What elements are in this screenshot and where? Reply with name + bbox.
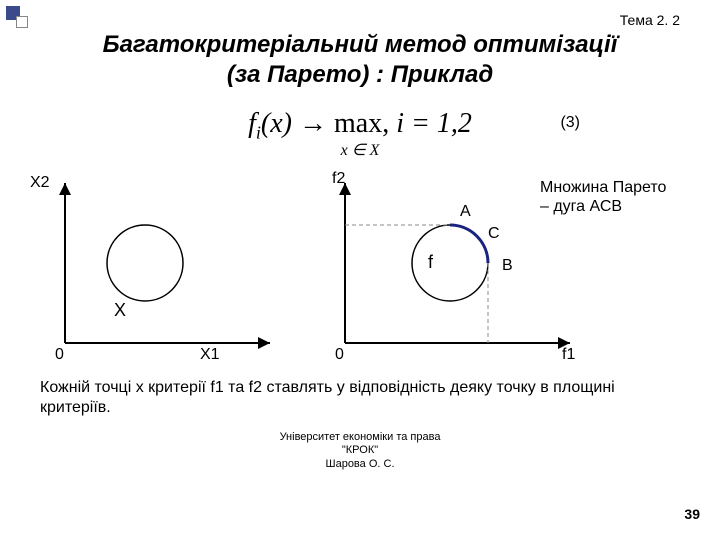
formula-row: fi(x) → max, i = 1,2 x ∈ X (3): [30, 108, 690, 160]
formula-f: f: [248, 108, 256, 139]
left-diagram: X X2 0 X1: [30, 168, 290, 368]
formula-idx: i = 1,2: [396, 108, 472, 139]
left-diagram-svg: X: [30, 168, 290, 368]
footer-line-3: Шарова О. С.: [326, 458, 395, 470]
label-a: A: [460, 203, 471, 220]
right-diagram: A C B f f2 0 f1 Множина Парето – дуга АС…: [310, 168, 690, 368]
origin-label: 0: [335, 346, 344, 364]
set-x-circle: [107, 225, 183, 301]
pareto-arc: [450, 225, 488, 263]
title-line-1: Багатокритеріальний метод оптимізації: [103, 31, 618, 58]
topic-label: Тема 2. 2: [30, 12, 680, 28]
footer-line-1: Університет економіки та права: [280, 431, 441, 443]
diagrams-row: X X2 0 X1: [30, 168, 690, 368]
slide-title: Багатокритеріальний метод оптимізації (з…: [30, 30, 690, 90]
optimization-formula: fi(x) → max, i = 1,2 x ∈ X: [248, 108, 472, 160]
caption-line-1: Множина Парето: [540, 179, 666, 196]
formula-domain: x ∈ X: [248, 140, 472, 160]
x-axis-label: X1: [200, 346, 220, 364]
formula-arg: (x): [261, 108, 292, 139]
set-f-label: f: [428, 252, 434, 272]
equation-number: (3): [560, 114, 580, 132]
y-axis-label: X2: [30, 174, 50, 192]
formula-max: max: [334, 108, 382, 139]
caption-line-2: – дуга АСВ: [540, 198, 622, 215]
formula-arrow: →: [292, 108, 334, 139]
x-axis-label: f1: [562, 346, 575, 364]
title-line-2: (за Парето) : Приклад: [227, 61, 493, 88]
origin-label: 0: [55, 346, 64, 364]
label-b: B: [502, 257, 513, 274]
y-axis-label: f2: [332, 170, 345, 188]
slide-number: 39: [684, 506, 700, 522]
footer-line-2: "КРОК": [342, 444, 378, 456]
bottom-note: Кожній точці x критерії f1 та f2 ставлят…: [30, 378, 690, 420]
pareto-caption: Множина Парето – дуга АСВ: [540, 178, 690, 216]
set-x-label: X: [114, 300, 126, 320]
footer: Університет економіки та права "КРОК" Ша…: [30, 431, 690, 471]
formula-comma: ,: [382, 108, 396, 139]
label-c: C: [488, 225, 500, 242]
